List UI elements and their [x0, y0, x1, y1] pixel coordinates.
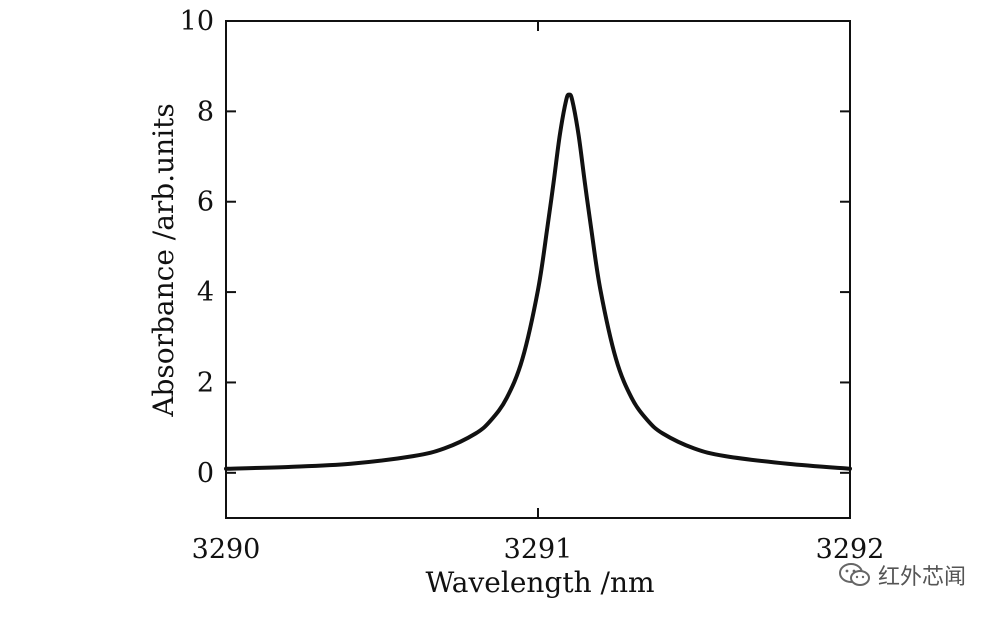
x-axis-label: Wavelength /nm	[425, 566, 654, 599]
y-tick-labels: 0 2 4 6 8 10	[180, 6, 214, 489]
wechat-icon	[838, 562, 872, 588]
plot-frame	[225, 20, 851, 519]
y-axis-label: Absorbance /arb.units	[147, 103, 180, 418]
y-tick-label: 8	[197, 96, 214, 127]
x-tick-labels: 3290 3291 3292	[192, 534, 885, 565]
x-tick-label: 3292	[816, 534, 885, 565]
y-tick-label: 4	[197, 277, 214, 308]
watermark-text: 红外芯闻	[877, 565, 966, 590]
y-tick-label: 10	[180, 6, 214, 37]
y-tick-label: 0	[197, 458, 214, 489]
x-tick-label: 3290	[192, 534, 261, 565]
absorbance-line	[224, 92, 852, 471]
tick-marks	[225, 20, 851, 518]
y-tick-label: 2	[197, 367, 214, 398]
x-tick-label: 3291	[504, 534, 573, 565]
y-tick-label: 6	[197, 187, 214, 218]
watermark: 红外芯闻	[838, 559, 966, 591]
